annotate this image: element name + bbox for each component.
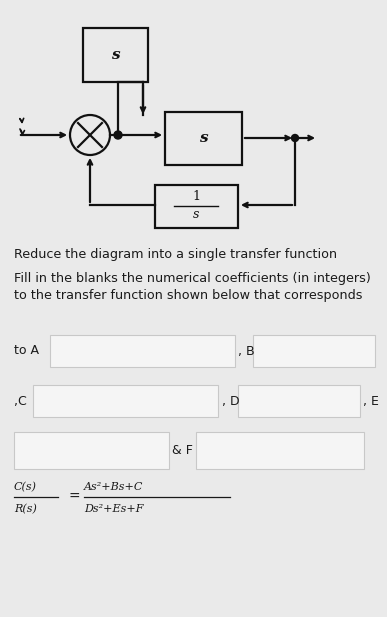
Text: 1: 1 (192, 191, 200, 204)
Bar (196, 432, 364, 469)
Text: C(s): C(s) (14, 482, 37, 492)
Text: Ds²+Es+F: Ds²+Es+F (84, 504, 144, 514)
Bar (253, 335, 375, 367)
Text: s: s (111, 48, 120, 62)
Text: & F: & F (172, 444, 193, 457)
Bar (155, 185, 238, 228)
Text: Fill in the blanks the numerical coefficients (in integers): Fill in the blanks the numerical coeffic… (14, 272, 371, 285)
Bar (238, 385, 360, 417)
Text: to the transfer function shown below that corresponds: to the transfer function shown below tha… (14, 289, 363, 302)
Circle shape (291, 135, 298, 141)
Text: ,C: ,C (14, 394, 27, 407)
Bar (165, 112, 242, 165)
Text: =: = (68, 490, 80, 504)
Text: s: s (199, 131, 208, 146)
Text: s: s (193, 209, 199, 222)
Text: , D: , D (222, 394, 240, 407)
Text: , E: , E (363, 394, 379, 407)
Circle shape (114, 131, 122, 139)
Bar (14, 432, 169, 469)
Text: , B: , B (238, 344, 255, 357)
Text: Reduce the diagram into a single transfer function: Reduce the diagram into a single transfe… (14, 248, 337, 261)
Bar (50, 335, 235, 367)
Text: to A: to A (14, 344, 39, 357)
Bar (33, 385, 218, 417)
Text: R(s): R(s) (14, 504, 37, 514)
Text: As²+Bs+C: As²+Bs+C (84, 482, 143, 492)
Bar (83, 28, 148, 82)
